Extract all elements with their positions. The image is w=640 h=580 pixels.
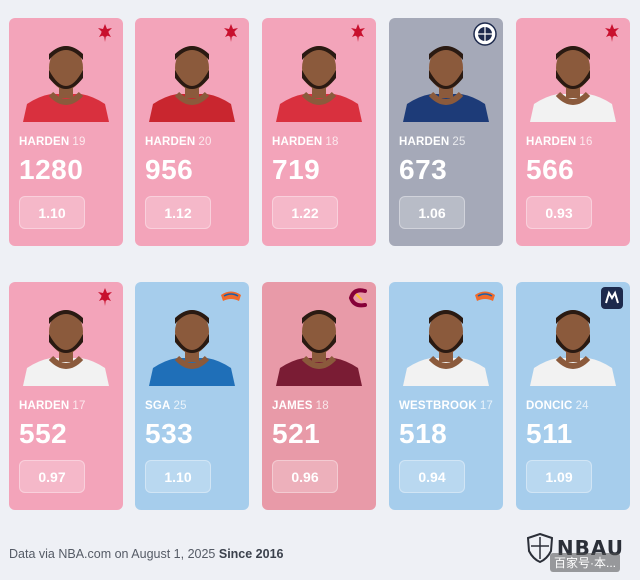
player-ratio-badge: 0.96: [272, 460, 338, 493]
player-name: DONCIC 24: [526, 400, 589, 412]
player-name: WESTBROOK 17: [399, 400, 493, 412]
player-name-text: JAMES: [272, 400, 313, 412]
player-card: DONCIC 24 511 1.09: [516, 282, 630, 510]
player-name-text: DONCIC: [526, 400, 573, 412]
footer-source: Data via NBA.com on August 1, 2025 Since…: [9, 547, 284, 561]
player-name-text: WESTBROOK: [399, 400, 477, 412]
thunder-logo-icon: [219, 286, 243, 310]
rockets-logo-icon: [600, 22, 624, 46]
player-name: HARDEN 17: [19, 400, 86, 412]
player-age: 25: [452, 136, 466, 148]
player-photo: [145, 34, 239, 122]
rockets-logo-icon: [346, 22, 370, 46]
player-ratio-badge: 1.06: [399, 196, 465, 229]
player-ratio-badge: 0.93: [526, 196, 592, 229]
player-ratio-badge: 1.12: [145, 196, 211, 229]
player-name-text: HARDEN: [526, 136, 577, 148]
shield-icon: [526, 533, 553, 563]
cavaliers-logo-icon: [346, 286, 370, 310]
player-card: JAMES 18 521 0.96: [262, 282, 376, 510]
player-name: HARDEN 18: [272, 136, 339, 148]
player-card: HARDEN 18 719 1.22: [262, 18, 376, 246]
nets-logo-icon: [473, 22, 497, 46]
player-photo: [145, 298, 239, 386]
player-photo: [399, 298, 493, 386]
player-card: HARDEN 17 552 0.97: [9, 282, 123, 510]
rockets-logo-icon: [93, 286, 117, 310]
player-name: HARDEN 19: [19, 136, 86, 148]
footer-source-text: Data via NBA.com on August 1, 2025: [9, 547, 219, 561]
thunder-logo-icon: [473, 286, 497, 310]
player-name-text: HARDEN: [145, 136, 196, 148]
player-card: HARDEN 25 673 1.06: [389, 18, 503, 246]
player-name-text: HARDEN: [272, 136, 323, 148]
player-total: 956: [145, 154, 194, 185]
player-ratio-badge: 0.97: [19, 460, 85, 493]
player-name: HARDEN 16: [526, 136, 593, 148]
player-age: 18: [325, 136, 339, 148]
rockets-logo-icon: [93, 22, 117, 46]
player-ratio-badge: 1.22: [272, 196, 338, 229]
player-total: 533: [145, 418, 194, 449]
player-ratio-badge: 1.09: [526, 460, 592, 493]
player-age: 20: [198, 136, 212, 148]
player-age: 19: [72, 136, 86, 148]
player-total: 518: [399, 418, 448, 449]
rockets-logo-icon: [219, 22, 243, 46]
player-name: HARDEN 20: [145, 136, 212, 148]
player-ratio-badge: 1.10: [145, 460, 211, 493]
player-age: 16: [579, 136, 593, 148]
player-age: 24: [575, 400, 589, 412]
player-card: HARDEN 20 956 1.12: [135, 18, 249, 246]
player-photo: [526, 298, 620, 386]
footer-since-text: Since 2016: [218, 547, 284, 561]
mavericks-logo-icon: [600, 286, 624, 310]
player-total: 511: [526, 418, 573, 449]
player-photo: [272, 34, 366, 122]
player-age: 25: [173, 400, 187, 412]
player-total: 673: [399, 154, 448, 185]
player-name-text: HARDEN: [19, 136, 70, 148]
player-total: 566: [526, 154, 575, 185]
player-photo: [272, 298, 366, 386]
player-name: JAMES 18: [272, 400, 329, 412]
player-age: 18: [315, 400, 329, 412]
player-card: SGA 25 533 1.10: [135, 282, 249, 510]
watermark: 百家号·本...: [550, 553, 620, 572]
player-photo: [19, 34, 113, 122]
player-name: HARDEN 25: [399, 136, 466, 148]
player-card: HARDEN 16 566 0.93: [516, 18, 630, 246]
player-photo: [19, 298, 113, 386]
player-total: 552: [19, 418, 68, 449]
player-photo: [399, 34, 493, 122]
player-name-text: HARDEN: [399, 136, 450, 148]
player-photo: [526, 34, 620, 122]
player-total: 1280: [19, 154, 84, 185]
player-name-text: HARDEN: [19, 400, 70, 412]
player-total: 719: [272, 154, 321, 185]
player-name: SGA 25: [145, 400, 187, 412]
player-card: HARDEN 19 1280 1.10: [9, 18, 123, 246]
player-age: 17: [72, 400, 86, 412]
player-age: 17: [479, 400, 494, 412]
player-card: WESTBROOK 17 518 0.94: [389, 282, 503, 510]
player-ratio-badge: 1.10: [19, 196, 85, 229]
player-name-text: SGA: [145, 400, 171, 412]
player-total: 521: [272, 418, 321, 449]
player-ratio-badge: 0.94: [399, 460, 465, 493]
